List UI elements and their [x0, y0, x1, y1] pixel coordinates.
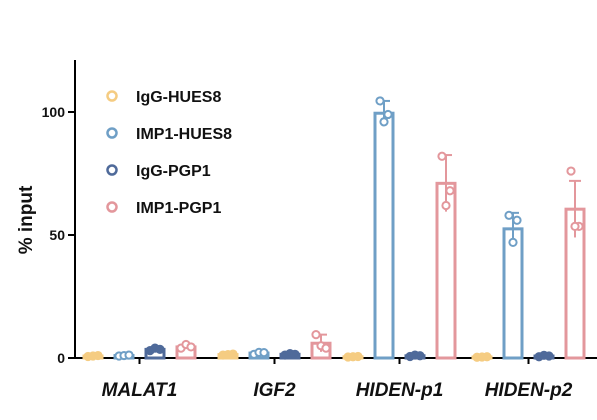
- data-point: [155, 344, 165, 354]
- x-category-label: MALAT1: [102, 380, 178, 401]
- legend-marker: [106, 127, 118, 139]
- legend-item-label: IgG-HUES8: [136, 89, 221, 106]
- data-point: [290, 349, 300, 359]
- data-point: [508, 237, 518, 247]
- legend-item-label: IMP1-PGP1: [136, 200, 221, 217]
- x-category-label: HIDEN-p1: [356, 380, 444, 401]
- y-tick-label: 0: [57, 350, 65, 366]
- y-tick-label: 50: [49, 227, 65, 243]
- data-point: [445, 186, 455, 196]
- data-point: [482, 352, 492, 362]
- data-point: [504, 210, 514, 220]
- data-point: [570, 221, 580, 231]
- data-point: [415, 351, 425, 361]
- data-point: [375, 96, 385, 106]
- data-point: [512, 215, 522, 225]
- data-point: [437, 151, 447, 161]
- data-point: [124, 350, 134, 360]
- data-point: [379, 117, 389, 127]
- y-tick-label: 100: [42, 104, 66, 120]
- legend-marker: [106, 164, 118, 176]
- data-point: [228, 349, 238, 359]
- y-axis-title: % input: [16, 185, 37, 254]
- bar: [373, 111, 395, 360]
- data-point: [353, 351, 363, 362]
- data-point: [93, 350, 103, 361]
- legend-item-label: IMP1-HUES8: [136, 126, 232, 143]
- axes: 0 50 100 MALAT1 IGF2 HIDEN-p1 HIDEN-p2: [42, 60, 597, 401]
- data-point: [186, 342, 196, 352]
- data-point: [311, 330, 321, 340]
- data-point: [321, 343, 331, 353]
- bar: [502, 227, 524, 360]
- data-point: [259, 347, 269, 358]
- data-point: [441, 200, 451, 211]
- legend-item-label: IgG-PGP1: [136, 163, 211, 180]
- legend: IgG-HUES8 IMP1-HUES8 IgG-PGP1 IMP1-PGP1: [106, 89, 232, 217]
- data-points: [83, 96, 584, 362]
- data-point: [566, 166, 576, 176]
- data-point: [383, 109, 393, 120]
- x-category-label: HIDEN-p2: [485, 380, 573, 401]
- legend-marker: [106, 90, 118, 102]
- legend-marker: [106, 201, 118, 213]
- data-point: [544, 351, 554, 361]
- x-category-label: IGF2: [253, 380, 296, 401]
